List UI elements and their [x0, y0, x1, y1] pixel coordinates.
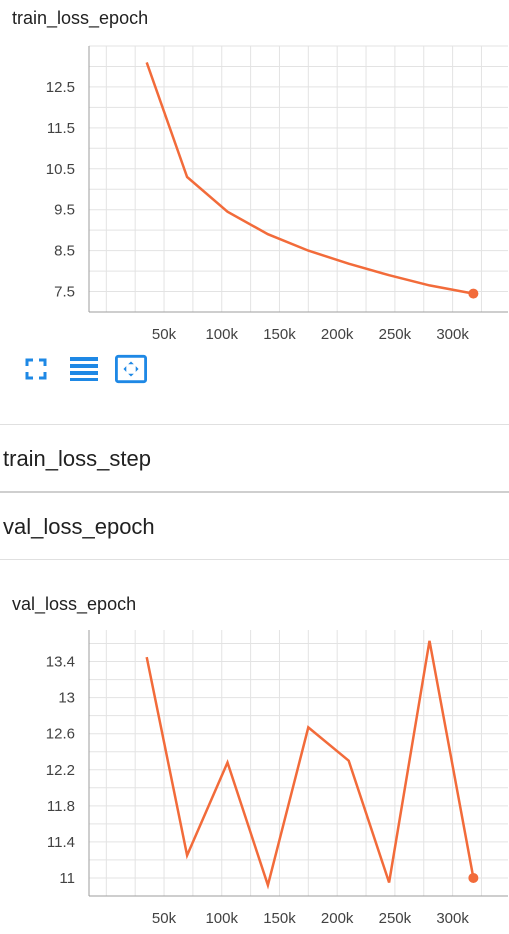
section-train-loss-step[interactable]: train_loss_step	[3, 446, 151, 471]
divider	[0, 491, 509, 493]
x-tick-label: 300k	[436, 910, 469, 927]
y-tick-label: 13	[58, 690, 75, 707]
y-tick-label: 11	[59, 870, 75, 887]
y-tick-label: 12.2	[46, 762, 75, 779]
divider	[0, 559, 509, 560]
y-tick-label: 9.5	[54, 202, 75, 219]
x-tick-label: 250k	[379, 910, 412, 927]
chart-title-val-loss-epoch: val_loss_epoch	[12, 594, 137, 614]
x-tick-label: 200k	[321, 326, 354, 343]
data-point	[468, 288, 479, 299]
data-menu-icon[interactable]	[68, 353, 100, 385]
fit-domain-icon[interactable]	[115, 353, 147, 385]
fullscreen-icon[interactable]	[20, 353, 52, 385]
y-tick-label: 12.5	[46, 79, 75, 96]
x-tick-label: 50k	[152, 910, 177, 927]
y-tick-label: 7.5	[54, 284, 75, 301]
series-line	[145, 61, 474, 295]
val-loss-epoch-chart: 11 11.4 11.8 12.2 12.6 13 13.4 50k 100k 150k 200k 2…	[46, 630, 508, 927]
y-tick-label: 12.6	[46, 726, 75, 743]
y-tick-label: 11.4	[47, 834, 75, 851]
y-tick-label: 10.5	[46, 161, 75, 178]
y-tick-label: 11.8	[47, 798, 75, 815]
series-line	[145, 640, 475, 890]
x-tick-label: 100k	[205, 326, 238, 343]
x-tick-label: 300k	[436, 326, 469, 343]
section-val-loss-epoch[interactable]: val_loss_epoch	[3, 514, 155, 539]
data-point	[468, 872, 479, 883]
x-tick-label: 150k	[263, 910, 296, 927]
divider	[0, 424, 509, 425]
x-tick-label: 100k	[205, 910, 238, 927]
x-tick-label: 200k	[321, 910, 354, 927]
y-tick-label: 13.4	[46, 654, 75, 671]
x-tick-label: 50k	[152, 326, 177, 343]
train-loss-epoch-chart: 7.5 8.5 9.5 10.5 11.5 12.5 50k 100k 150k 200k 250k…	[46, 45, 508, 343]
chart-title-train-loss-epoch: train_loss_epoch	[12, 8, 149, 28]
y-tick-label: 11.5	[47, 120, 75, 137]
x-tick-label: 250k	[379, 326, 412, 343]
x-tick-label: 150k	[263, 326, 296, 343]
y-tick-label: 8.5	[54, 243, 75, 260]
